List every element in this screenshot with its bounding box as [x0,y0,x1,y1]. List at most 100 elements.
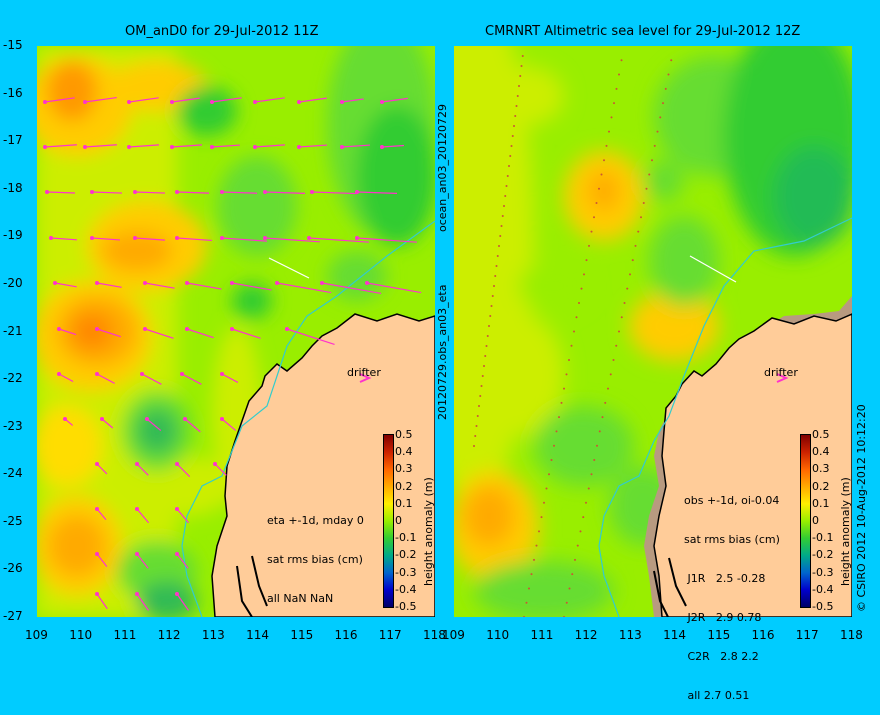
satellite-track-point [587,487,590,490]
velocity-arrow [286,328,335,346]
satellite-track-point [618,330,620,333]
satellite-track-point [609,373,612,376]
colorbar-tick-label: -0.1 [395,531,417,545]
colorbar-tick-label: 0 [395,514,402,527]
x-tick-label: 116 [751,628,775,642]
satellite-track-point [530,573,533,576]
velocity-arrow-head [133,190,137,194]
velocity-arrow [128,97,159,103]
satellite-track-point [568,359,570,362]
velocity-arrow-head [43,145,47,149]
velocity-arrow-head [95,552,99,556]
satellite-track-point [565,373,568,376]
colorbar-tick-label: -0.4 [812,582,834,596]
velocity-arrow [214,463,227,476]
satellite-track-point [582,516,585,519]
colorbar-tick-label: 0.2 [812,479,830,493]
velocity-arrow-head [210,145,214,149]
side-label-top: ocean_an03_20120729 [436,104,449,232]
satellite-track-point [514,115,517,117]
velocity-arrow [254,97,285,103]
satellite-track-point [664,87,667,90]
velocity-arrow [341,144,370,148]
satellite-track-point [583,273,585,276]
velocity-arrow [184,418,201,433]
velocity-arrow-head [90,190,94,194]
right-satellite-tracks [473,55,673,617]
y-tick-label: -16 [3,85,23,100]
right-stats-note: obs +-1d, oi-0.04 sat rms bias (cm) J1R … [684,468,780,715]
colorbar-tick-label: 0.5 [812,428,830,441]
satellite-track-point [651,159,653,162]
left-note-line-1: eta +-1d, mday 0 [267,514,364,527]
satellite-track-point [659,116,662,119]
velocity-arrow [91,237,120,241]
velocity-arrow [221,191,257,194]
satellite-track-point [667,73,670,76]
satellite-track-point [516,95,519,97]
right-drifter-label: drifter [764,366,798,379]
satellite-track-point [595,202,598,205]
satellite-track-point [626,287,629,290]
satellite-track-point [642,202,645,205]
satellite-track-point [631,259,634,262]
satellite-track-point [590,473,593,476]
satellite-track-point [560,401,563,404]
satellite-track-point [485,345,488,347]
colorbar-tick-label: -0.2 [395,548,417,562]
satellite-track-point [519,75,522,77]
velocity-arrow [298,97,327,103]
velocity-arrow [171,97,200,103]
satellite-track-point [490,305,493,307]
satellite-track-point [515,105,518,107]
satellite-track-point [501,215,504,217]
velocity-arrow-head [263,190,267,194]
velocity-arrow-head [310,190,314,194]
velocity-arrow [136,553,149,569]
satellite-track-point [474,435,477,437]
velocity-arrow [381,144,404,148]
velocity-arrow-head [95,507,99,511]
satellite-track-point [504,195,507,197]
x-tick-label: 111 [530,628,554,642]
right-colorbar-label: height anomaly (m) [839,477,852,586]
satellite-track-point [540,516,543,519]
satellite-track-point [493,285,495,287]
left-estuary-coast [236,555,268,617]
satellite-track-point [533,558,535,561]
velocity-arrow-head [210,100,214,104]
right-note-line-5: C2R 2.8 2.2 [684,650,759,663]
left-velocity-arrows [43,96,422,611]
satellite-track-point [499,235,502,237]
satellite-track-point [473,445,475,447]
y-tick-label: -17 [3,133,23,148]
x-tick-label: 114 [246,628,270,642]
right-colorbar [800,434,811,608]
velocity-arrow-head [297,100,301,104]
velocity-arrow-head [63,417,67,421]
satellite-track-point [613,102,615,105]
satellite-track-point [508,165,510,167]
x-tick-label: 117 [378,628,402,642]
satellite-track-point [596,444,598,447]
satellite-track-point [598,430,601,433]
velocity-arrow [176,237,212,242]
velocity-arrow [91,191,123,194]
colorbar-tick-label: 0.2 [395,479,413,493]
velocity-arrow [54,282,77,288]
right-drifter-track [598,217,852,617]
satellite-track-point [580,287,583,290]
velocity-arrow-head [175,236,179,240]
satellite-track-point [576,544,579,547]
satellite-track-point [523,616,525,617]
x-tick-label: 113 [618,628,642,642]
velocity-arrow [128,144,159,148]
velocity-arrow [96,508,107,521]
velocity-arrow [144,282,175,289]
satellite-track-point [553,444,555,447]
satellite-track-point [478,405,480,407]
right-note-line-2: sat rms bias (cm) [684,533,780,546]
velocity-arrow [341,98,364,103]
satellite-track-point [505,185,508,187]
satellite-track-point [574,558,576,561]
